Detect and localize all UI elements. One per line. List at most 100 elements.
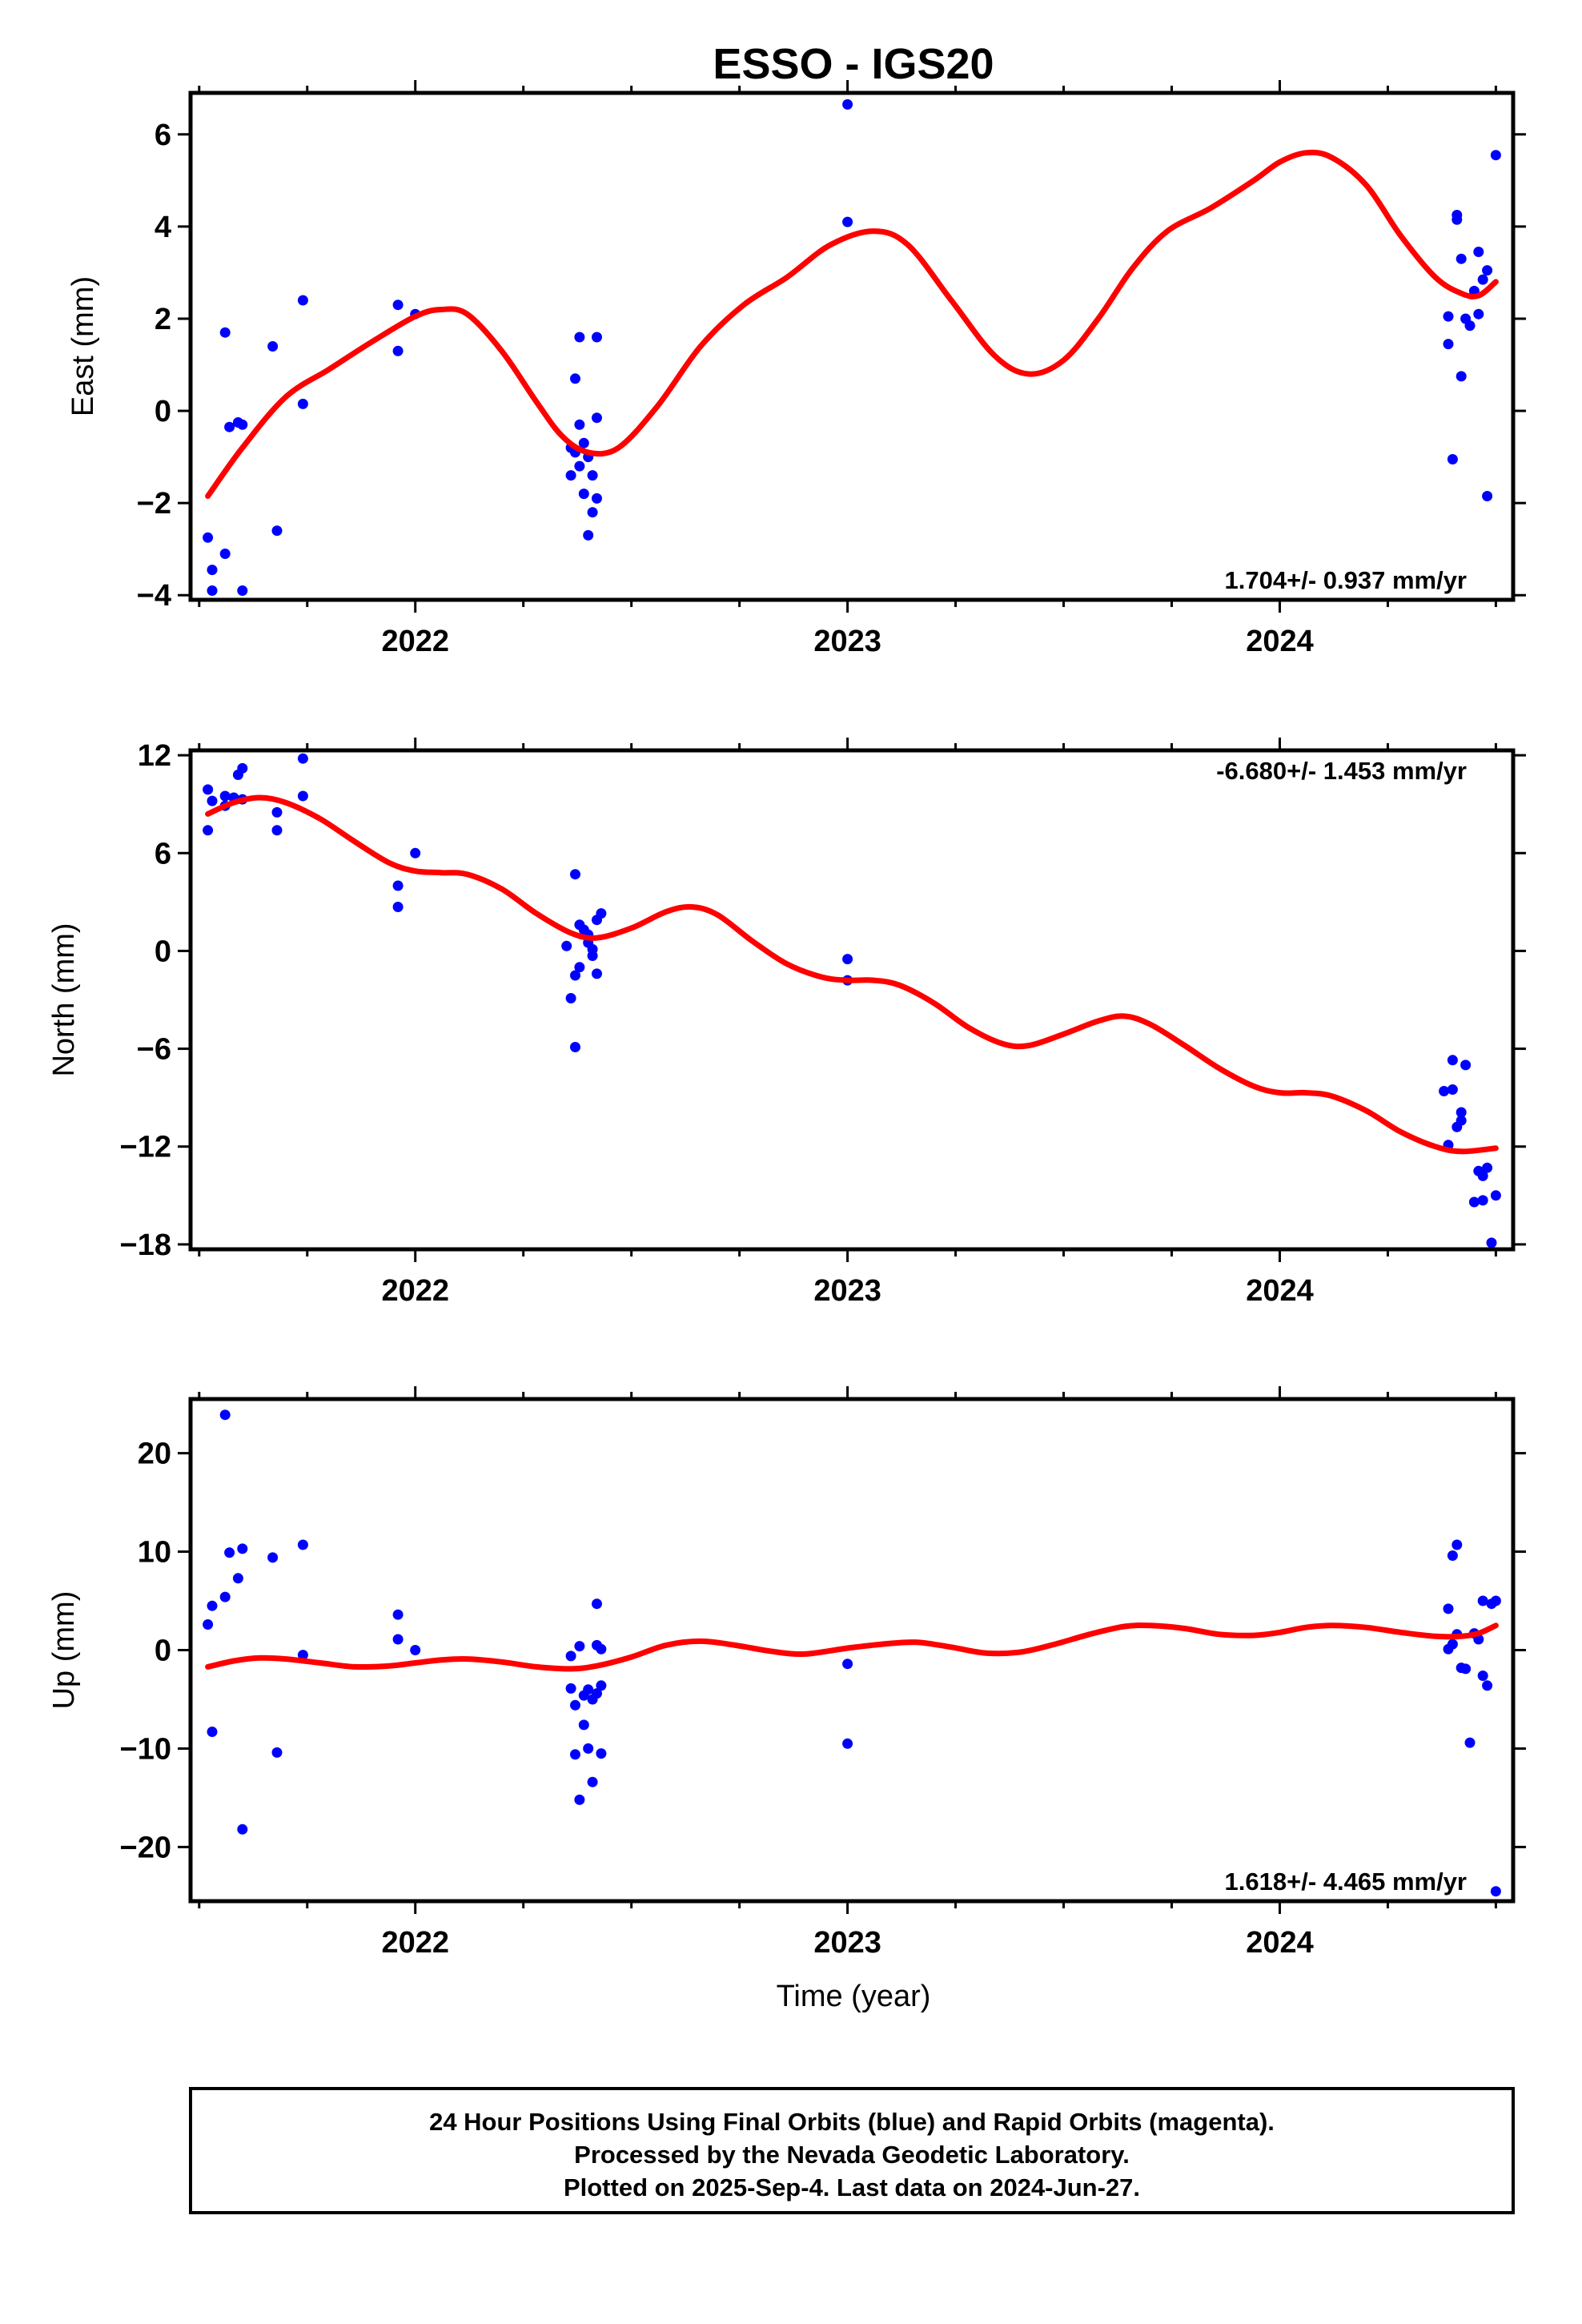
data-point [207, 565, 218, 576]
plot-frame [188, 90, 1516, 602]
data-point [574, 460, 585, 472]
data-point [392, 345, 404, 356]
data-point [297, 753, 308, 764]
y-tick-label: 0 [155, 1634, 171, 1668]
data-point [1490, 150, 1501, 161]
data-point [570, 373, 580, 384]
data-point [842, 99, 853, 110]
data-point [596, 908, 607, 919]
data-point [297, 1650, 308, 1661]
data-point [1464, 1737, 1476, 1748]
data-point [592, 332, 602, 343]
data-point [1477, 274, 1488, 285]
rate-annotation: -6.680+/- 1.453 mm/yr [1216, 757, 1467, 785]
fit-line [205, 149, 1499, 499]
data-point [565, 1683, 576, 1694]
fit-line [205, 794, 1499, 1155]
x-tick-label: 2023 [813, 1274, 881, 1308]
data-point [1452, 1539, 1463, 1550]
data-point [219, 1409, 231, 1421]
data-point [207, 1600, 218, 1611]
plot-frame [188, 748, 1516, 1252]
data-point [1482, 1162, 1493, 1173]
data-point [224, 1547, 235, 1558]
data-point [1477, 1671, 1488, 1681]
data-point [596, 1643, 607, 1655]
data-point [392, 880, 404, 891]
data-point [297, 1539, 308, 1550]
data-point [1482, 491, 1493, 501]
data-point [392, 300, 404, 311]
data-point [237, 1543, 248, 1554]
north-panel: 2022 2023 2024 −18 −12 −6 0 6 12 North (mm) -6.680… [47, 738, 1526, 1308]
data-point [297, 398, 308, 409]
data-point [570, 1699, 580, 1711]
data-point [232, 1573, 243, 1584]
data-point [596, 1748, 607, 1759]
data-point [1439, 1086, 1450, 1096]
data-point [592, 968, 602, 979]
data-point [1447, 1638, 1458, 1650]
data-point [1456, 371, 1467, 382]
data-point [392, 902, 404, 912]
data-point [587, 1776, 598, 1787]
data-point [1456, 253, 1467, 264]
data-point [237, 762, 248, 774]
data-point [1473, 308, 1484, 320]
data-point [583, 1684, 594, 1695]
rate-annotation: 1.704+/- 0.937 mm/yr [1225, 566, 1467, 594]
data-point [1443, 311, 1454, 322]
data-point [207, 1727, 218, 1737]
data-point [842, 954, 853, 965]
data-point [578, 1719, 589, 1731]
data-point [271, 1747, 283, 1758]
data-point [592, 493, 602, 504]
data-point [410, 847, 421, 858]
data-point [570, 1749, 580, 1760]
data-point [574, 962, 585, 973]
data-point [574, 332, 585, 343]
data-point [570, 869, 580, 880]
data-point [297, 790, 308, 802]
footer-line-3: Plotted on 2025-Sep-4. Last data on 2024… [564, 2173, 1140, 2201]
data-point [1456, 1107, 1467, 1118]
data-point [297, 295, 308, 306]
data-point [1486, 1237, 1497, 1248]
y-tick-label: −6 [137, 1033, 171, 1067]
data-point [570, 1042, 580, 1052]
data-point [1460, 1059, 1472, 1071]
data-point [596, 1680, 607, 1691]
data-point [574, 419, 585, 430]
data-point [219, 790, 231, 802]
data-point [1482, 265, 1493, 276]
data-point [203, 1619, 214, 1630]
east-panel: 2022 2023 2024 −4 −2 0 2 4 6 East (mm) 1.704+/- 0.… [66, 80, 1526, 658]
data-point [1468, 1196, 1480, 1208]
y-tick-label: 4 [155, 211, 171, 244]
data-point [392, 1634, 404, 1645]
data-point [1490, 1190, 1501, 1201]
data-point [578, 489, 589, 500]
data-point [570, 970, 580, 981]
x-tick-label: 2023 [813, 1926, 881, 1960]
x-tick-label: 2024 [1246, 1926, 1314, 1960]
data-point [1447, 1084, 1458, 1095]
x-tick-label: 2023 [813, 625, 881, 658]
data-point [578, 437, 589, 448]
data-point [842, 1659, 853, 1670]
footer-box: 24 Hour Positions Using Final Orbits (bl… [189, 2087, 1515, 2214]
y-tick-label: −4 [137, 579, 171, 613]
y-tick-label: 2 [155, 303, 171, 336]
data-point [1447, 1055, 1458, 1066]
data-point [267, 341, 279, 352]
y-tick-label: −2 [137, 487, 171, 521]
data-point [1443, 1603, 1454, 1614]
data-point [1443, 339, 1454, 350]
data-point [219, 1591, 231, 1602]
y-axis-label: North (mm) [47, 923, 81, 1076]
y-tick-label: 10 [138, 1536, 171, 1570]
data-point [203, 784, 214, 795]
x-tick-label: 2022 [381, 1274, 449, 1308]
